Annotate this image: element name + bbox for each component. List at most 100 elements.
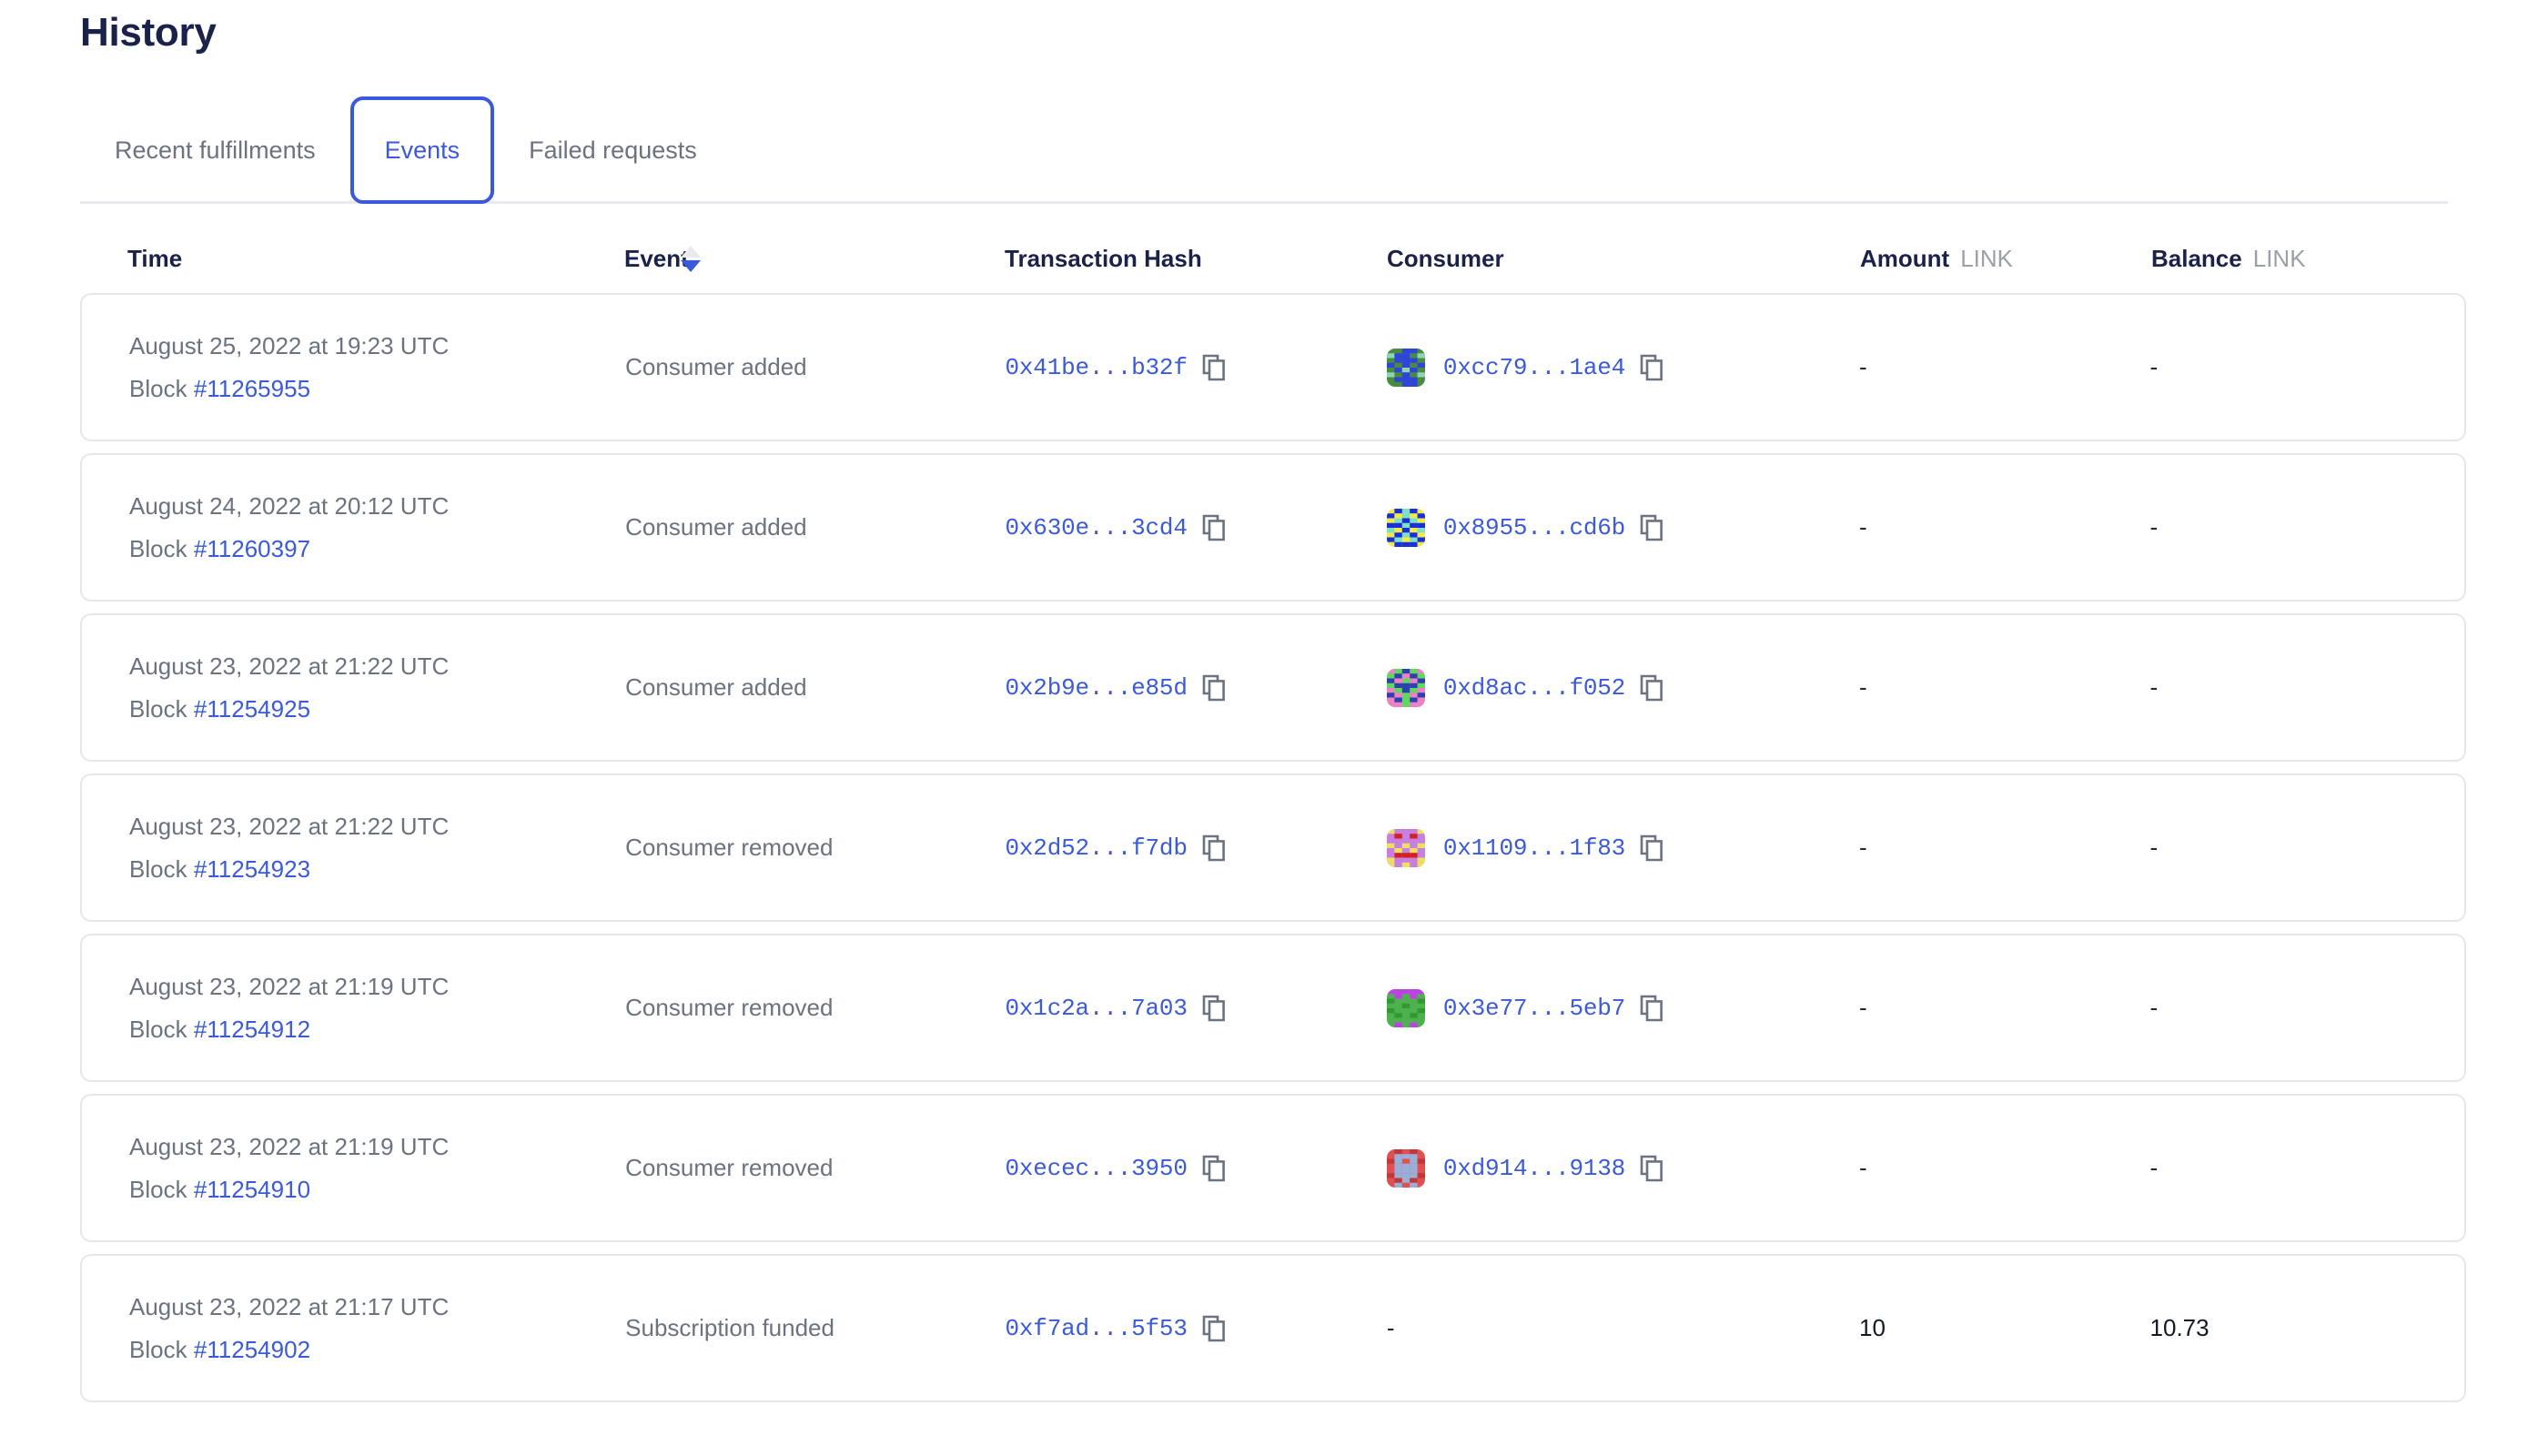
sort-ascending-icon[interactable] (681, 245, 701, 258)
consumer-address-link[interactable]: 0xd8ac...f052 (1442, 673, 1626, 702)
copy-icon[interactable] (1202, 353, 1229, 382)
copy-icon[interactable] (1640, 834, 1667, 863)
transaction-hash-link[interactable]: 0xecec...3950 (1005, 1154, 1188, 1182)
cell-time: August 23, 2022 at 21:22 UTC Block #11254… (82, 652, 625, 723)
tab-events[interactable]: Events (349, 96, 495, 205)
column-header-consumer[interactable]: Consumer (1387, 245, 1860, 273)
consumer-wrapper: 0xcc79...1ae4 (1386, 348, 1667, 387)
copy-icon[interactable] (1202, 1314, 1229, 1343)
block-line: Block #11254912 (129, 1016, 310, 1044)
cell-amount: - (1859, 1154, 2150, 1182)
block-number-link[interactable]: #11254912 (193, 1015, 311, 1043)
cell-consumer: 0xd8ac...f052 (1386, 668, 1859, 707)
block-line: Block #11254925 (129, 695, 310, 723)
consumer-wrapper: 0xd8ac...f052 (1386, 668, 1667, 707)
table-row[interactable]: August 24, 2022 at 20:12 UTC Block #11260… (80, 453, 2466, 602)
event-timestamp: August 23, 2022 at 21:19 UTC (129, 1132, 450, 1160)
block-label: Block (129, 1175, 194, 1203)
copy-icon[interactable] (1640, 353, 1667, 382)
event-timestamp: August 23, 2022 at 21:22 UTC (129, 652, 450, 680)
column-header-balance[interactable]: Balance LINK (2151, 245, 2466, 273)
cell-consumer: 0x8955...cd6b (1386, 508, 1859, 547)
block-number-link[interactable]: #11254925 (193, 694, 311, 723)
transaction-hash-link[interactable]: 0x41be...b32f (1005, 353, 1188, 381)
sort-control-time[interactable] (681, 245, 701, 272)
transaction-hash-link[interactable]: 0x630e...3cd4 (1005, 513, 1188, 541)
consumer-wrapper: 0x8955...cd6b (1386, 508, 1667, 547)
block-label: Block (129, 1335, 194, 1363)
event-type-label: Subscription funded (625, 1314, 834, 1342)
copy-icon[interactable] (1202, 994, 1229, 1023)
event-timestamp: August 23, 2022 at 21:22 UTC (129, 812, 450, 840)
column-header-event[interactable]: Event (624, 245, 1005, 273)
consumer-address-link[interactable]: 0xcc79...1ae4 (1442, 353, 1626, 381)
column-header-transaction-hash[interactable]: Transaction Hash (1005, 245, 1387, 273)
balance-value: 10.73 (2149, 1314, 2209, 1342)
cell-balance: - (2150, 834, 2464, 862)
table-row[interactable]: August 23, 2022 at 21:17 UTC Block #11254… (80, 1254, 2466, 1403)
copy-icon[interactable] (1202, 673, 1229, 703)
table-row[interactable]: August 23, 2022 at 21:22 UTC Block #11254… (80, 774, 2466, 923)
cell-amount: 10 (1859, 1314, 2150, 1342)
event-type-label: Consumer added (625, 673, 807, 702)
tab-recent-fulfillments[interactable]: Recent fulfillments (80, 96, 350, 204)
amount-value: - (1859, 1154, 1867, 1182)
cell-balance: - (2150, 673, 2464, 702)
column-header-amount-label: Amount (1860, 244, 1950, 272)
copy-icon[interactable] (1640, 1154, 1667, 1183)
block-number-link[interactable]: #11260397 (193, 534, 311, 562)
cell-balance: - (2150, 353, 2464, 381)
tab-failed-requests[interactable]: Failed requests (494, 96, 732, 204)
cell-transaction-hash: 0xf7ad...5f53 (1006, 1314, 1387, 1343)
transaction-hash-link[interactable]: 0x1c2a...7a03 (1005, 994, 1188, 1022)
balance-value: - (2149, 834, 2159, 862)
block-line: Block #11254910 (129, 1176, 310, 1204)
block-number-link[interactable]: #11254902 (193, 1335, 311, 1363)
column-header-consumer-label: Consumer (1387, 244, 1504, 272)
transaction-hash-link[interactable]: 0x2d52...f7db (1005, 834, 1188, 862)
column-header-amount[interactable]: Amount LINK (1860, 245, 2151, 273)
event-timestamp: August 24, 2022 at 20:12 UTC (129, 491, 450, 520)
copy-icon[interactable] (1202, 513, 1229, 542)
amount-value: 10 (1859, 1314, 1886, 1342)
block-line: Block #11265955 (129, 375, 310, 403)
events-table: Time Event Transaction Hash Consumer Amo… (80, 224, 2466, 1403)
consumer-address-link[interactable]: 0x1109...1f83 (1442, 834, 1626, 862)
transaction-hash-link[interactable]: 0xf7ad...5f53 (1005, 1314, 1188, 1342)
cell-amount: - (1859, 994, 2150, 1022)
consumer-empty-value: - (1386, 1314, 1395, 1342)
copy-icon[interactable] (1640, 994, 1667, 1023)
table-row[interactable]: August 23, 2022 at 21:19 UTC Block #11254… (80, 934, 2466, 1083)
consumer-address-link[interactable]: 0x8955...cd6b (1442, 513, 1626, 541)
column-header-time[interactable]: Time (80, 245, 624, 273)
copy-icon[interactable] (1640, 673, 1667, 703)
copy-icon[interactable] (1640, 513, 1667, 542)
identicon-d8ac (1386, 668, 1425, 707)
table-row[interactable]: August 23, 2022 at 21:22 UTC Block #11254… (80, 613, 2466, 763)
cell-event: Consumer added (625, 673, 1005, 702)
copy-icon[interactable] (1202, 834, 1229, 863)
page-title: History (80, 10, 217, 55)
amount-value: - (1859, 673, 1867, 702)
block-label: Block (129, 534, 194, 562)
transaction-hash-link[interactable]: 0x2b9e...e85d (1005, 673, 1188, 702)
sort-descending-icon[interactable] (681, 259, 701, 272)
column-header-balance-label: Balance (2151, 244, 2242, 272)
copy-icon[interactable] (1202, 1154, 1229, 1183)
block-number-link[interactable]: #11254923 (193, 854, 311, 883)
cell-transaction-hash: 0x2b9e...e85d (1006, 673, 1387, 703)
block-number-link[interactable]: #11254910 (193, 1175, 311, 1203)
table-row[interactable]: August 23, 2022 at 21:19 UTC Block #11254… (80, 1094, 2466, 1243)
block-label: Block (129, 374, 194, 402)
cell-time: August 25, 2022 at 19:23 UTC Block #11265… (82, 332, 625, 403)
consumer-address-link[interactable]: 0x3e77...5eb7 (1442, 994, 1626, 1022)
table-row[interactable]: August 25, 2022 at 19:23 UTC Block #11265… (80, 293, 2466, 442)
balance-value: - (2149, 353, 2159, 381)
event-timestamp: August 23, 2022 at 21:19 UTC (129, 972, 450, 1000)
event-type-label: Consumer added (625, 513, 807, 541)
amount-value: - (1859, 834, 1867, 862)
consumer-address-link[interactable]: 0xd914...9138 (1442, 1154, 1626, 1182)
table-header-row: Time Event Transaction Hash Consumer Amo… (80, 224, 2466, 293)
block-number-link[interactable]: #11265955 (193, 374, 311, 402)
cell-transaction-hash: 0x630e...3cd4 (1006, 513, 1387, 542)
